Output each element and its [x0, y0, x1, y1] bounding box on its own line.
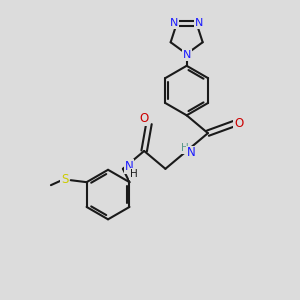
Text: H: H	[181, 143, 189, 153]
Text: O: O	[140, 112, 148, 125]
Text: N: N	[195, 18, 204, 28]
Text: O: O	[234, 117, 244, 130]
Text: N: N	[182, 50, 191, 60]
Text: N: N	[124, 160, 133, 173]
Text: H: H	[130, 169, 138, 179]
Text: N: N	[169, 18, 178, 28]
Text: N: N	[187, 146, 196, 160]
Text: S: S	[61, 173, 68, 186]
